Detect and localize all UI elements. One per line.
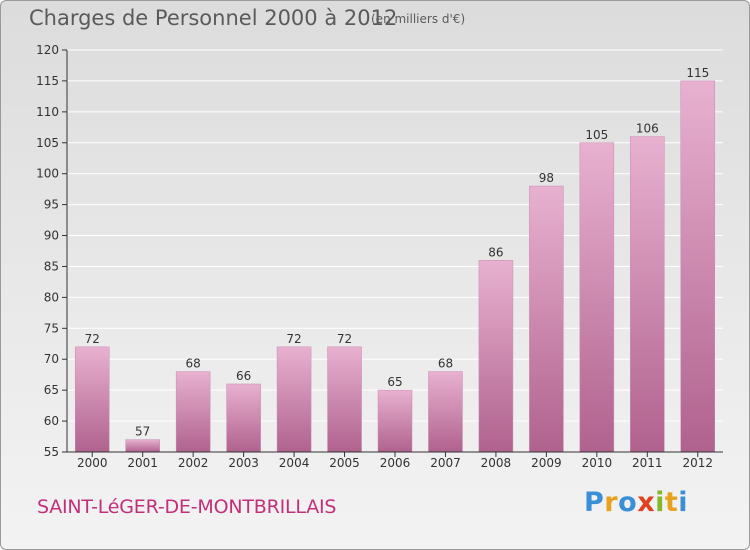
chart-title: Charges de Personnel 2000 à 2012 [29, 6, 398, 30]
x-tick-label: 2007 [430, 456, 461, 470]
x-tick-label: 2000 [77, 456, 108, 470]
logo-letter: r [604, 487, 619, 518]
x-tick-label: 2001 [127, 456, 158, 470]
data-label: 66 [236, 369, 251, 383]
y-tick-label: 80 [44, 290, 59, 304]
x-tick-label: 2011 [632, 456, 663, 470]
bar [377, 389, 413, 453]
data-label: 68 [186, 357, 201, 371]
bar [327, 346, 362, 453]
y-tick-label: 85 [44, 259, 59, 273]
logo-letter: t [664, 487, 679, 518]
x-tick-label: 2002 [178, 456, 209, 470]
y-tick-label: 65 [44, 383, 59, 397]
data-label: 106 [636, 122, 659, 136]
x-tick-label: 2005 [329, 456, 360, 470]
grid-lines [67, 49, 723, 422]
y-tick-label: 120 [36, 43, 59, 57]
x-tick-label: 2003 [228, 456, 259, 470]
y-tick-label: 115 [36, 74, 59, 88]
bar [276, 346, 312, 453]
bar [529, 185, 564, 453]
bars [74, 80, 716, 453]
data-label: 72 [85, 332, 100, 346]
y-tick-label: 95 [44, 198, 59, 212]
y-tick-label: 100 [36, 167, 59, 181]
logo-letter: x [637, 487, 656, 518]
town-name: SAINT-LéGER-DE-MONTBRILLAIS [37, 496, 337, 518]
y-tick-label: 110 [36, 105, 59, 119]
x-tick-label: 2008 [481, 456, 512, 470]
axes [62, 49, 723, 457]
bar [680, 80, 716, 453]
x-tick-label: 2006 [380, 456, 411, 470]
proxiti-logo: Proxiti [584, 487, 688, 518]
logo-letter: i [678, 487, 689, 518]
bar [175, 371, 211, 453]
data-label: 115 [686, 66, 709, 80]
data-label: 65 [387, 375, 402, 389]
bar [226, 383, 261, 453]
logo-letter: P [584, 487, 605, 518]
logo-letter: o [618, 487, 638, 518]
data-label: 105 [585, 128, 608, 142]
y-tick-label: 60 [44, 414, 59, 428]
x-tick-label: 2010 [582, 456, 613, 470]
data-label: 72 [337, 332, 352, 346]
y-tick-label: 70 [44, 352, 59, 366]
x-tick-label: 2012 [682, 456, 713, 470]
bar [125, 439, 160, 453]
data-label: 72 [286, 332, 301, 346]
bar [630, 136, 665, 453]
x-tick-label: 2004 [279, 456, 310, 470]
logo-letter: i [655, 487, 665, 518]
x-tick-label: 2009 [531, 456, 562, 470]
bar [579, 142, 615, 453]
bar [428, 371, 463, 453]
y-tick-label: 75 [44, 321, 59, 335]
data-label: 98 [539, 171, 554, 185]
y-tick-label: 105 [36, 136, 59, 150]
y-tick-label: 90 [44, 229, 59, 243]
bar [74, 346, 110, 453]
y-tick-label: 55 [44, 445, 59, 459]
chart-unit-label: (en milliers d'€) [371, 12, 466, 26]
data-label: 68 [438, 357, 453, 371]
bar [478, 260, 514, 453]
data-label: 57 [135, 425, 150, 439]
data-label: 86 [488, 245, 503, 259]
labels: 55 60 65 70 75 80 85 90 95 100 105 110 115 120 72 2000 5… [36, 43, 713, 470]
